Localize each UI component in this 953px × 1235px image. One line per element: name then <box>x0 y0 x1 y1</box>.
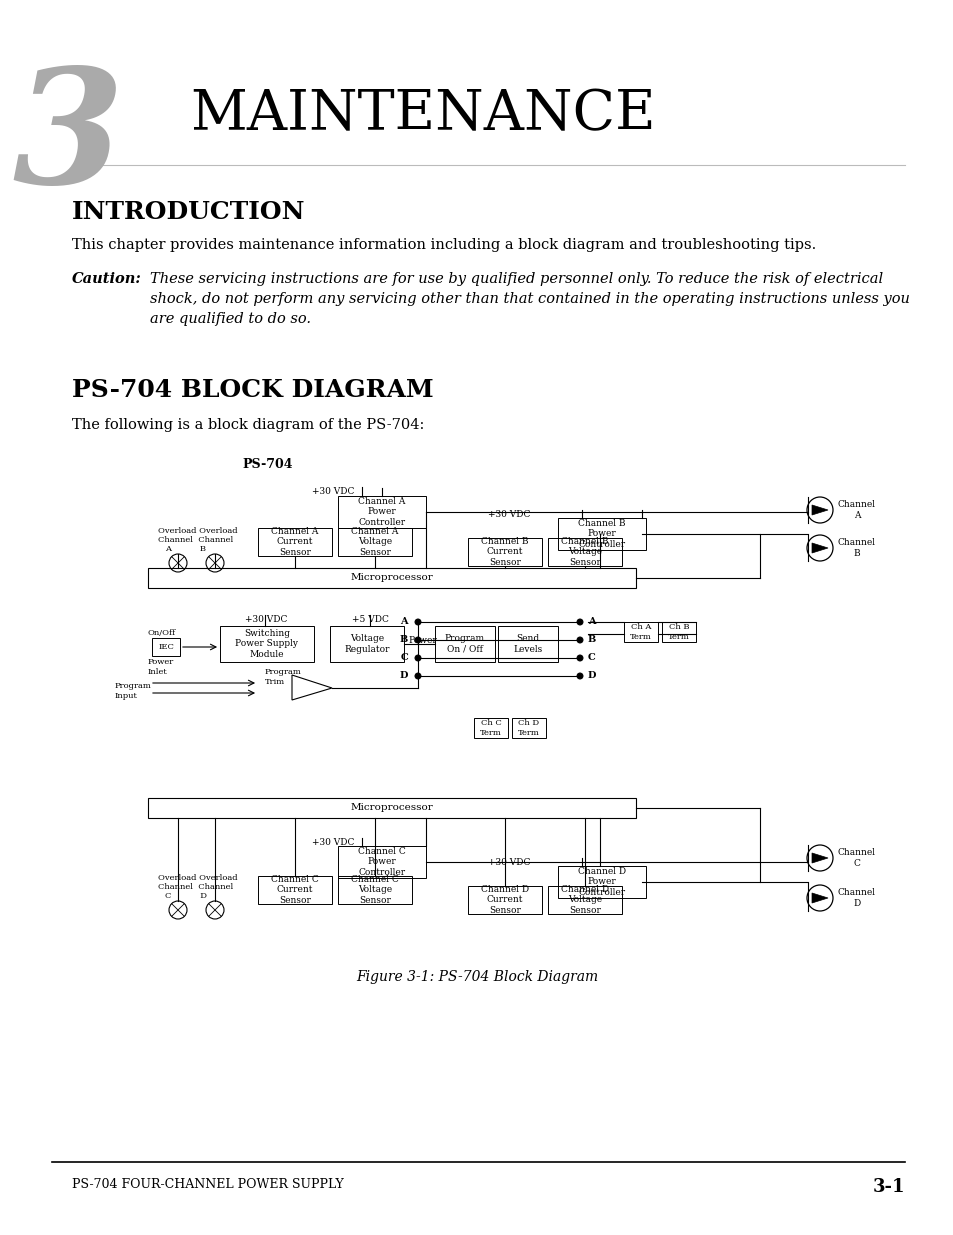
Text: Program
Input: Program Input <box>115 682 152 700</box>
Bar <box>497 626 558 662</box>
Text: PS-704 BLOCK DIAGRAM: PS-704 BLOCK DIAGRAM <box>71 378 434 403</box>
Text: MAINTENANCE: MAINTENANCE <box>190 88 655 142</box>
Text: Channel B
Current
Sensor: Channel B Current Sensor <box>480 537 528 567</box>
Circle shape <box>577 637 582 643</box>
Text: A: A <box>400 618 408 626</box>
Text: Microprocessor: Microprocessor <box>351 804 433 813</box>
Text: Channel A
Voltage
Sensor: Channel A Voltage Sensor <box>351 527 398 557</box>
Text: Overload Overload: Overload Overload <box>158 874 237 882</box>
Text: Channel A
Current
Sensor: Channel A Current Sensor <box>271 527 318 557</box>
Text: C: C <box>587 653 595 662</box>
Text: PS-704 FOUR-CHANNEL POWER SUPPLY: PS-704 FOUR-CHANNEL POWER SUPPLY <box>71 1178 343 1191</box>
Polygon shape <box>811 543 827 553</box>
Text: Channel  Channel: Channel Channel <box>158 536 233 543</box>
Text: Channel C
Power
Controller: Channel C Power Controller <box>357 847 405 877</box>
Text: Ch A
Term: Ch A Term <box>630 624 651 641</box>
Bar <box>337 876 412 904</box>
Polygon shape <box>811 853 827 863</box>
Bar <box>257 529 332 556</box>
Text: Program
Trim: Program Trim <box>265 668 301 685</box>
Bar <box>152 638 180 656</box>
Text: 3-1: 3-1 <box>872 1178 904 1195</box>
Text: Send
Levels: Send Levels <box>513 635 542 653</box>
Text: Overload Overload: Overload Overload <box>158 527 237 535</box>
Text: Channel D
Voltage
Sensor: Channel D Voltage Sensor <box>560 885 608 915</box>
Text: B: B <box>587 636 596 645</box>
Text: B: B <box>399 636 408 645</box>
Text: Switching
Power Supply
Module: Switching Power Supply Module <box>235 629 298 659</box>
Text: Channel D
Power
Controller: Channel D Power Controller <box>578 867 625 897</box>
Text: Program
On / Off: Program On / Off <box>444 635 484 653</box>
Bar <box>474 718 507 739</box>
Text: IEC: IEC <box>158 643 173 651</box>
Text: Channel C
Voltage
Sensor: Channel C Voltage Sensor <box>351 876 398 905</box>
Text: Channel
D: Channel D <box>837 888 875 908</box>
Text: C: C <box>400 653 408 662</box>
Bar <box>661 622 696 642</box>
Circle shape <box>577 619 582 625</box>
Bar <box>468 538 541 566</box>
Text: Channel A
Power
Controller: Channel A Power Controller <box>358 498 405 527</box>
Text: Channel D
Current
Sensor: Channel D Current Sensor <box>480 885 529 915</box>
Circle shape <box>415 637 420 643</box>
Text: +30 VDC: +30 VDC <box>488 858 530 867</box>
Text: Channel B
Power
Controller: Channel B Power Controller <box>578 519 625 548</box>
Text: Voltage
Regulator: Voltage Regulator <box>344 635 390 653</box>
Bar <box>337 496 426 529</box>
Text: On/Off: On/Off <box>148 629 176 637</box>
Bar <box>257 876 332 904</box>
Bar <box>435 626 495 662</box>
Text: +30 VDC: +30 VDC <box>488 510 530 519</box>
Bar <box>148 798 636 818</box>
Bar <box>337 846 426 878</box>
Text: Ch C
Term: Ch C Term <box>479 720 501 736</box>
Text: +30 VDC: +30 VDC <box>245 615 287 624</box>
Bar <box>148 568 636 588</box>
Circle shape <box>577 673 582 679</box>
Bar <box>547 538 621 566</box>
Text: D: D <box>399 672 408 680</box>
Bar <box>220 626 314 662</box>
Text: A           B: A B <box>165 545 206 553</box>
Text: Channel
A: Channel A <box>837 500 875 520</box>
Bar <box>512 718 545 739</box>
Bar <box>330 626 403 662</box>
Text: 3: 3 <box>12 63 124 217</box>
Text: +30 VDC: +30 VDC <box>312 839 354 847</box>
Text: Ch D
Term: Ch D Term <box>517 720 539 736</box>
Text: The following is a block diagram of the PS-704:: The following is a block diagram of the … <box>71 417 424 432</box>
Text: +30 VDC: +30 VDC <box>312 487 354 496</box>
Bar <box>468 885 541 914</box>
Text: Channel B
Voltage
Sensor: Channel B Voltage Sensor <box>560 537 608 567</box>
Text: Power: Power <box>408 636 436 645</box>
Text: Caution:: Caution: <box>71 272 142 287</box>
Text: Channel  Channel: Channel Channel <box>158 883 233 890</box>
Text: Channel
C: Channel C <box>837 848 875 868</box>
Text: These servicing instructions are for use by qualified personnel only. To reduce : These servicing instructions are for use… <box>150 272 909 326</box>
Bar <box>623 622 658 642</box>
Text: D: D <box>587 672 596 680</box>
Circle shape <box>415 673 420 679</box>
Bar <box>547 885 621 914</box>
Text: +5 VDC: +5 VDC <box>352 615 389 624</box>
Text: INTRODUCTION: INTRODUCTION <box>71 200 305 224</box>
Bar <box>558 866 645 898</box>
Text: Microprocessor: Microprocessor <box>351 573 433 583</box>
Circle shape <box>577 655 582 661</box>
Text: Power
Inlet: Power Inlet <box>148 658 174 676</box>
Polygon shape <box>811 893 827 903</box>
Text: Ch B
Term: Ch B Term <box>667 624 689 641</box>
Text: C           D: C D <box>165 892 207 900</box>
Text: This chapter provides maintenance information including a block diagram and trou: This chapter provides maintenance inform… <box>71 238 816 252</box>
Circle shape <box>415 655 420 661</box>
Bar <box>558 517 645 550</box>
Text: Figure 3-1: PS-704 Block Diagram: Figure 3-1: PS-704 Block Diagram <box>355 969 598 984</box>
Bar <box>337 529 412 556</box>
Text: Channel C
Current
Sensor: Channel C Current Sensor <box>271 876 318 905</box>
Text: A: A <box>587 618 595 626</box>
Text: Channel
B: Channel B <box>837 538 875 558</box>
Circle shape <box>415 619 420 625</box>
Polygon shape <box>811 505 827 515</box>
Text: PS-704: PS-704 <box>242 458 293 471</box>
